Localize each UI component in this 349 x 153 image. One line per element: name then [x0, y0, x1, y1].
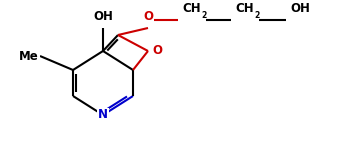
Text: CH: CH	[236, 2, 254, 15]
Text: 2: 2	[254, 11, 259, 20]
Text: O: O	[143, 10, 153, 23]
Text: N: N	[98, 108, 108, 121]
Text: OH: OH	[93, 10, 113, 23]
Text: 2: 2	[201, 11, 206, 20]
Text: Me: Me	[19, 50, 39, 62]
Text: OH: OH	[290, 2, 310, 15]
Text: O: O	[152, 45, 162, 58]
Text: CH: CH	[183, 2, 201, 15]
